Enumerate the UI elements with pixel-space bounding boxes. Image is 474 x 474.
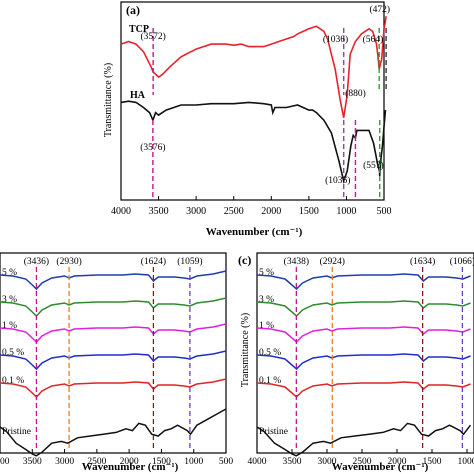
x-tick-label: 2500 — [353, 457, 372, 467]
peak-annotation: (880) — [345, 88, 366, 99]
x-tick-label: 2000 — [388, 457, 407, 467]
panel-a-annotations: (3572) (3576) (1036) (1036) (880) (564) (557) (… — [140, 4, 390, 198]
x-tick-label: 500 — [377, 206, 392, 217]
series-label-0-1: 0.1 % — [2, 376, 24, 386]
band-annotation: (2930) — [56, 256, 81, 267]
series-line-pristine — [256, 422, 472, 457]
x-tick-label: 1500 — [152, 457, 171, 467]
x-tick-label: 3000 — [55, 457, 74, 467]
x-tick-label: 2000 — [261, 206, 281, 217]
panel-b-series: 5 % 3 % 1 % 0.5 % 0.1 % Pristine — [0, 268, 227, 457]
x-tick-label: 4000 — [0, 457, 10, 467]
band-annotation: (1066) — [450, 256, 474, 267]
peak-annotation: (3576) — [140, 142, 165, 153]
panel-b-frame — [0, 252, 227, 454]
series-label-0-5: 0.5 % — [2, 348, 24, 358]
series-line-tcp — [120, 16, 387, 118]
peak-annotation: (564) — [363, 34, 384, 45]
series-line-0-1 — [0, 378, 227, 399]
x-tick-label: 2500 — [87, 457, 106, 467]
panel-a-xlabel: Wavenumber (cm⁻¹) — [206, 226, 303, 238]
x-tick-label: 1000 — [458, 457, 474, 467]
series-line-0-5 — [256, 353, 471, 371]
band-annotation: (2924) — [320, 256, 345, 267]
x-tick-label: 1500 — [299, 206, 319, 217]
series-label-ha: HA — [130, 90, 146, 101]
peak-annotation: (557) — [363, 160, 384, 171]
panel-b-ticks: 4000 3500 3000 2500 2000 1500 1000 500 — [0, 449, 233, 467]
series-line-5 — [256, 273, 471, 291]
series-line-3 — [0, 297, 227, 318]
series-label-3: 3 % — [2, 295, 17, 305]
panel-c-frame — [256, 252, 474, 454]
series-line-0-5 — [0, 350, 227, 371]
band-annotation: (1624) — [141, 256, 166, 267]
x-tick-label: 3500 — [283, 457, 302, 467]
panel-a-label: (a) — [126, 3, 140, 17]
series-label-1: 1 % — [2, 321, 17, 331]
panel-c-ylabel: Transmittance (%) — [240, 313, 251, 387]
x-tick-label: 1500 — [423, 457, 442, 467]
series-label-0-1: 0.1 % — [259, 376, 281, 386]
peak-annotation: (3572) — [140, 31, 165, 42]
panel-a-frame — [120, 1, 385, 201]
panel-b-annotations: (3436) (2930) (1624) (1059) — [24, 256, 203, 451]
series-label-1: 1 % — [259, 321, 274, 331]
panel-c-annotations: (3438) (2924) (1634) (1066) — [284, 256, 474, 451]
band-annotation: (1634) — [410, 256, 435, 267]
peak-annotation: (1036) — [323, 34, 348, 45]
band-annotation: (3438) — [284, 256, 309, 267]
band-annotation: (3436) — [24, 256, 49, 267]
x-tick-label: 1000 — [184, 457, 203, 467]
x-tick-label: 500 — [219, 457, 234, 467]
x-tick-label: 3500 — [23, 457, 42, 467]
panel-a-ylabel: Transmittance (%) — [103, 63, 114, 137]
x-tick-label: 3000 — [318, 457, 337, 467]
x-tick-label: 3500 — [149, 206, 169, 217]
panel-c-label: (c) — [238, 253, 251, 267]
series-label-3: 3 % — [259, 295, 274, 305]
x-tick-label: 3000 — [186, 206, 206, 217]
panel-a-series — [120, 16, 387, 184]
series-label-pristine: Pristine — [2, 427, 31, 437]
x-tick-label: 2000 — [120, 457, 139, 467]
x-tick-label: 2500 — [224, 206, 244, 217]
series-label-5: 5 % — [2, 268, 17, 278]
panel-c-xlabel: Wavenumber (cm⁻¹) — [332, 461, 429, 473]
x-tick-label: 4000 — [111, 206, 131, 217]
series-label-5: 5 % — [259, 268, 274, 278]
x-tick-label: 1000 — [336, 206, 356, 217]
peak-annotation: (472) — [370, 4, 391, 15]
panel-c-series: 5 % 3 % 1 % 0.5 % 0.1 % Pristine — [256, 268, 472, 457]
series-label-pristine: Pristine — [259, 427, 288, 437]
series-label-tcp: TCP — [129, 24, 149, 35]
panel-b-xlabel: Wavenumber (cm⁻¹) — [82, 461, 179, 473]
series-line-5 — [0, 270, 227, 291]
series-line-pristine — [0, 408, 227, 457]
series-label-0-5: 0.5 % — [259, 348, 281, 358]
band-annotation: (1059) — [177, 256, 202, 267]
panel-a-ticks: 4000 3500 3000 2500 2000 1500 1000 500 — [111, 196, 392, 217]
series-line-0-1 — [256, 381, 471, 399]
series-line-1 — [256, 326, 471, 344]
series-line-3 — [256, 300, 471, 318]
peak-annotation: (1036) — [325, 175, 350, 186]
panel-c-ticks: 4000 3500 3000 2500 2000 1500 1000 — [248, 449, 474, 467]
x-tick-label: 4000 — [248, 457, 267, 467]
series-line-ha — [120, 100, 387, 184]
series-line-1 — [0, 323, 227, 344]
